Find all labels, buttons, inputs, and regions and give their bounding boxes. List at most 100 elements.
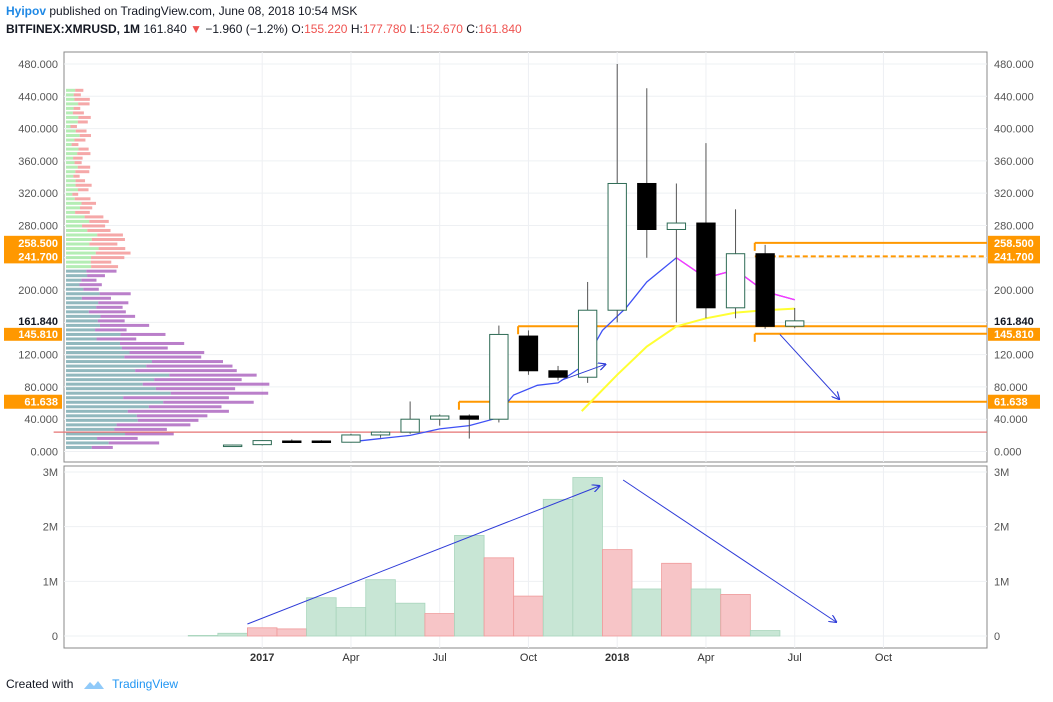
symbol-info: BITFINEX:XMRUSD, 1M 161.840 ▼ −1.960 (−1…: [6, 22, 522, 36]
volume-profile-bar: [66, 341, 120, 345]
volume-profile-bar: [100, 314, 136, 318]
price-label-right-bg: [988, 394, 1040, 409]
x-tick-label: Apr: [342, 652, 359, 664]
volume-profile-bar: [97, 319, 125, 323]
candle-body: [370, 431, 391, 436]
volume-profile-bar: [66, 260, 91, 264]
volume-profile-bar: [66, 373, 170, 377]
volume-profile-bar: [97, 233, 123, 237]
candle-body: [282, 440, 302, 444]
volume-profile-bar: [66, 274, 88, 278]
volume-profile-bar: [77, 188, 89, 192]
down-arrow-icon: ▼: [190, 22, 202, 36]
volume-profile-bar: [66, 93, 74, 97]
volume-bar: [454, 535, 485, 637]
candle-body: [252, 440, 272, 446]
volume-profile-bar: [66, 97, 75, 101]
volume-profile-bar: [119, 341, 185, 345]
candle-body: [222, 444, 243, 448]
volume-profile-bar: [116, 423, 191, 427]
volume-profile-bar: [66, 387, 156, 391]
y-tick-label-left: 80.000: [24, 382, 58, 394]
candle-body: [430, 415, 450, 420]
author-name[interactable]: Hyipov: [6, 4, 47, 18]
volume-profile-bar: [66, 269, 87, 273]
y-tick-label-right: 280.000: [994, 220, 1034, 232]
volume-profile-bar: [169, 373, 257, 377]
volume-profile-bar: [66, 319, 98, 323]
volume-profile-bar: [99, 292, 131, 296]
volume-bar: [690, 588, 722, 637]
volume-profile-bar: [66, 111, 73, 115]
y-tick-label-right: 320.000: [994, 188, 1034, 200]
candle-body: [311, 440, 332, 444]
y-tick-label-left: 400.000: [18, 124, 58, 136]
x-tick-label: 2018: [605, 652, 629, 664]
volume-profile-bar: [66, 396, 124, 400]
x-tick-label: Jul: [433, 652, 447, 664]
y-tick-label-right: 120.000: [994, 350, 1034, 362]
y-tick-label-left: 120.000: [18, 350, 58, 362]
volume-profile-bar: [66, 179, 76, 183]
price-label-left-bg: [4, 313, 62, 328]
volume-profile-bar: [73, 93, 81, 97]
volume-profile-bar: [66, 219, 90, 223]
volume-arrow-up: [247, 486, 599, 625]
volume-profile-bar: [66, 143, 72, 147]
volume-profile-bar: [66, 382, 143, 386]
price-label-right-bg: [988, 313, 1040, 328]
volume-tick-label-right: 0: [994, 631, 1000, 643]
volume-bar: [306, 597, 337, 637]
volume-profile-bar: [78, 115, 91, 119]
volume-profile-bar: [66, 192, 73, 196]
volume-bar: [276, 628, 307, 637]
volume-profile-bar: [73, 156, 83, 160]
tradingview-link[interactable]: TradingView: [112, 677, 179, 691]
volume-profile-bar: [73, 174, 80, 178]
volume-profile-bar: [66, 445, 92, 449]
volume-profile-bar: [163, 400, 254, 404]
volume-profile-bar: [66, 138, 75, 142]
volume-profile-bar: [66, 351, 130, 355]
price-label-right: 241.700: [994, 251, 1034, 263]
volume-profile-bar: [98, 301, 129, 305]
price-label-left-bg: [4, 326, 62, 341]
volume-profile-bar: [78, 147, 89, 151]
volume-bar: [483, 557, 515, 637]
price-change: −1.960 (−1.2%): [205, 22, 289, 36]
candle-body: [696, 222, 716, 309]
x-tick-label: 2017: [250, 652, 274, 664]
volume-profile-bar: [66, 328, 96, 332]
volume-profile-bar: [66, 378, 155, 382]
volume-profile-bar: [66, 215, 85, 219]
volume-profile-bar: [120, 332, 166, 336]
volume-profile-bar: [74, 97, 90, 101]
volume-profile-bar: [66, 120, 78, 124]
volume-profile-bar: [66, 102, 79, 106]
volume-profile-bar: [66, 287, 84, 291]
volume-profile-bar: [66, 283, 80, 287]
x-tick-label: Jul: [788, 652, 802, 664]
price-label-left-bg: [4, 249, 62, 264]
volume-bar: [720, 594, 751, 637]
volume-profile-bar: [77, 120, 88, 124]
volume-profile-bar: [83, 287, 99, 291]
volume-profile-bar: [66, 414, 137, 418]
y-tick-label-right: 0.000: [994, 447, 1022, 459]
y-tick-label-left: 440.000: [18, 91, 58, 103]
volume-profile-bar: [66, 188, 78, 192]
volume-profile-bar: [66, 364, 147, 368]
volume-profile-bar: [66, 233, 98, 237]
candle-body: [755, 253, 775, 327]
candle-body: [548, 370, 568, 378]
volume-profile-bar: [137, 418, 199, 422]
volume-profile-bar: [88, 310, 126, 314]
high-value: 177.780: [362, 22, 407, 36]
volume-bar: [602, 549, 633, 637]
candle-body: [577, 309, 598, 378]
volume-profile-bar: [89, 219, 109, 223]
candle-body: [489, 333, 509, 420]
price-label-left: 258.500: [18, 238, 58, 250]
price-label-right: 145.810: [994, 329, 1034, 341]
